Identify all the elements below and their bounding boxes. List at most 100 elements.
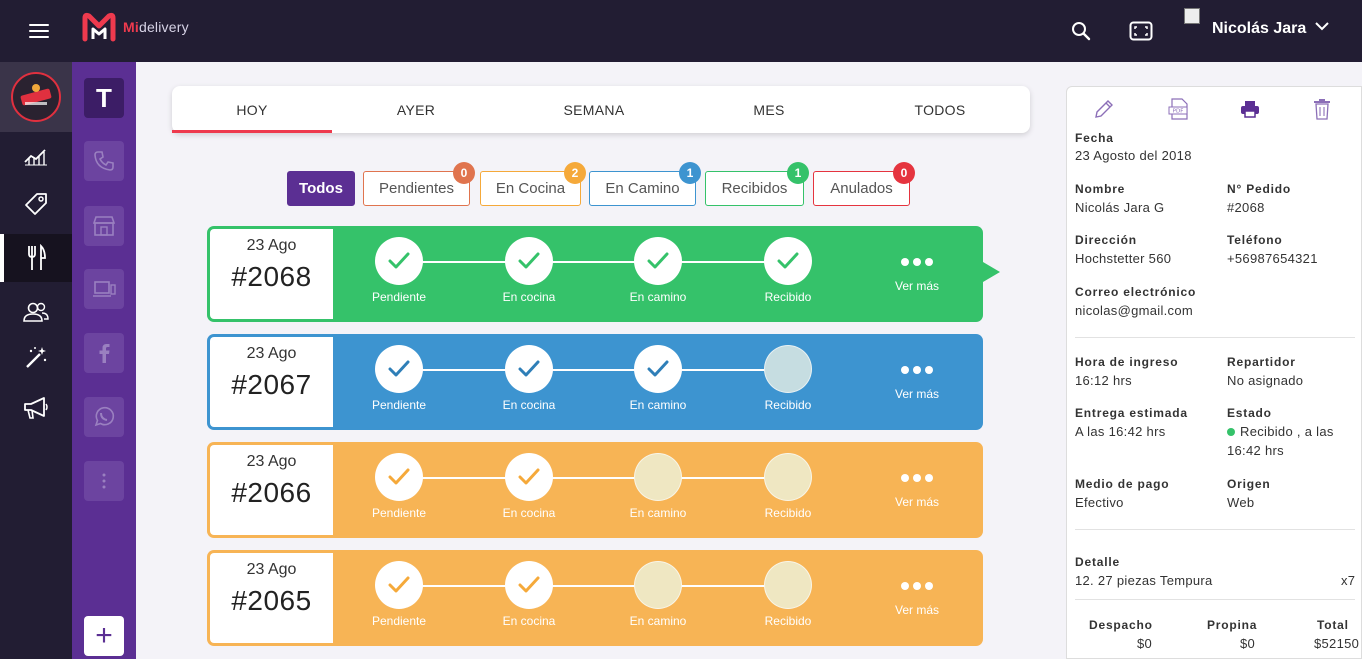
progress-step: Pendiente [339, 453, 459, 520]
brand-mi: Mi [123, 19, 139, 35]
ver-mas-button[interactable]: Ver más [867, 360, 967, 401]
nav-promotions[interactable] [0, 180, 72, 228]
filter-pendientes[interactable]: Pendientes 0 [363, 162, 475, 206]
selected-arrow-icon [983, 262, 1000, 282]
channel-more-button[interactable] [84, 461, 124, 501]
nav-marketing[interactable] [0, 384, 72, 432]
filter-todos[interactable]: Todos [287, 171, 355, 206]
print-icon[interactable] [1238, 97, 1262, 121]
more-dots-icon [867, 576, 967, 596]
channel-laptop-button[interactable] [84, 269, 124, 309]
progress-line [397, 261, 787, 263]
step-label: En cocina [502, 398, 556, 412]
progress-line [397, 369, 787, 371]
progress-step: Recibido [728, 345, 848, 412]
progress-line [397, 585, 787, 587]
channel-phone-button[interactable] [84, 141, 124, 181]
step-label: Pendiente [371, 506, 427, 520]
item-qty: x7 [1341, 573, 1356, 588]
filter-en-cocina[interactable]: En Cocina 2 [480, 162, 586, 206]
step-label: Pendiente [371, 290, 427, 304]
store-avatar[interactable] [11, 72, 61, 122]
user-avatar[interactable] [1184, 8, 1200, 24]
tab-mes[interactable]: MES [753, 101, 785, 118]
nav-magic[interactable] [0, 334, 72, 382]
step-label: Recibido [764, 290, 812, 304]
check-circle-icon [375, 453, 423, 501]
tab-hoy[interactable]: HOY [172, 86, 332, 133]
more-dots-icon [867, 252, 967, 272]
search-icon[interactable] [1068, 18, 1094, 44]
main-sidebar [0, 62, 72, 659]
fullscreen-icon[interactable] [1128, 18, 1154, 44]
check-circle-icon [764, 237, 812, 285]
ver-mas-button[interactable]: Ver más [867, 576, 967, 617]
logo-mark-icon [82, 12, 116, 42]
channel-facebook-button[interactable] [84, 333, 124, 373]
edit-icon[interactable] [1092, 97, 1116, 121]
order-date-box: 23 Ago #2066 [210, 445, 333, 535]
phone-icon [94, 151, 114, 171]
ver-mas-button[interactable]: Ver más [867, 468, 967, 509]
pending-circle-icon [764, 453, 812, 501]
check-circle-icon [634, 237, 682, 285]
pdf-icon[interactable]: PDF [1167, 97, 1191, 121]
pending-circle-icon [764, 345, 812, 393]
step-label: En cocina [502, 614, 556, 628]
telefono-label: Teléfono [1227, 233, 1283, 247]
step-label: Recibido [764, 506, 812, 520]
svg-text:PDF: PDF [1173, 109, 1184, 115]
order-date-box: 23 Ago #2067 [210, 337, 333, 427]
tab-semana[interactable]: SEMANA [563, 101, 625, 118]
estado-line1: Recibido , a las [1240, 424, 1334, 439]
tab-ayer[interactable]: AYER [396, 101, 436, 118]
filter-recibidos[interactable]: Recibidos 1 [705, 162, 809, 206]
propina-label: Propina [1207, 618, 1258, 632]
ingreso-value: 16:12 hrs [1075, 373, 1132, 388]
channel-whatsapp-button[interactable] [84, 397, 124, 437]
add-channel-button[interactable]: + [84, 616, 124, 656]
filter-anulados[interactable]: Anulados 0 [813, 162, 915, 206]
count-badge: 1 [679, 162, 701, 184]
filter-en-camino[interactable]: En Camino 1 [589, 162, 701, 206]
progress-step: Pendiente [339, 345, 459, 412]
pedido-label: N° Pedido [1227, 182, 1292, 196]
step-label: En camino [629, 614, 687, 628]
progress-step: En camino [598, 345, 718, 412]
fork-knife-icon [28, 244, 46, 270]
user-name[interactable]: Nicolás Jara [1212, 20, 1307, 37]
menu-icon[interactable] [29, 24, 49, 38]
progress-step: Recibido [728, 237, 848, 304]
progress-step: En camino [598, 561, 718, 628]
pending-circle-icon [764, 561, 812, 609]
check-circle-icon [375, 237, 423, 285]
nav-customers[interactable] [0, 288, 72, 336]
order-detail-panel: PDF Fecha 23 Agosto del 2018 Nombre Nico… [1066, 86, 1362, 659]
tab-todos[interactable]: TODOS [914, 101, 966, 118]
step-label: Recibido [764, 614, 812, 628]
ver-mas-label: Ver más [894, 387, 939, 401]
order-day: 23 Ago [246, 237, 297, 254]
order-card[interactable]: 23 Ago #2066 Pendiente En cocina En camino Re… [207, 442, 983, 538]
filter-label: En Cocina [495, 180, 566, 197]
channel-store-button[interactable] [84, 206, 124, 246]
filter-label: Pendientes [378, 180, 455, 197]
nav-orders[interactable] [0, 234, 72, 282]
order-card[interactable]: 23 Ago #2065 Pendiente En cocina En camino Re… [207, 550, 983, 646]
vertical-dots-icon [102, 473, 106, 489]
ver-mas-button[interactable]: Ver más [867, 252, 967, 293]
order-card[interactable]: 23 Ago #2068 Pendiente En cocina En camino Re… [207, 226, 1000, 322]
step-label: En camino [629, 398, 687, 412]
trash-icon[interactable] [1310, 97, 1334, 121]
telefono-value: +56987654321 [1227, 251, 1318, 266]
channel-t-button[interactable]: T [84, 78, 124, 118]
progress-step: Recibido [728, 453, 848, 520]
order-number: #2066 [231, 477, 312, 508]
nav-stats[interactable] [0, 132, 72, 180]
app-logo[interactable]: Midelivery [82, 12, 189, 42]
chevron-down-icon[interactable] [1314, 20, 1330, 32]
chart-icon [24, 149, 47, 166]
despacho-value: $0 [1137, 636, 1153, 651]
order-card[interactable]: 23 Ago #2067 Pendiente En cocina En camino Re… [207, 334, 983, 430]
divider [1075, 529, 1355, 530]
